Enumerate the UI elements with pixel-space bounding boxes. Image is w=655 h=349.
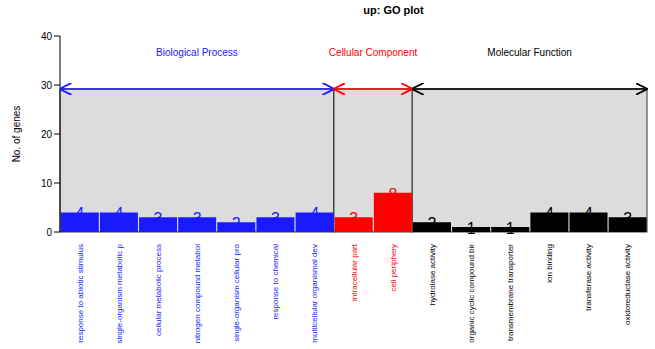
- svg-text:4: 4: [310, 205, 319, 222]
- svg-text:10: 10: [41, 178, 53, 189]
- svg-text:4: 4: [584, 205, 593, 222]
- svg-text:40: 40: [41, 31, 53, 42]
- svg-text:4: 4: [114, 205, 123, 222]
- svg-text:multicellular organismal dev: multicellular organismal dev: [310, 244, 319, 343]
- svg-text:4: 4: [75, 205, 84, 222]
- svg-text:ion binding: ion binding: [545, 244, 554, 283]
- svg-text:3: 3: [623, 210, 632, 227]
- svg-text:nitrogen compound metabol: nitrogen compound metabol: [193, 244, 202, 343]
- svg-text:hydrolase activity: hydrolase activity: [428, 244, 437, 305]
- svg-text:intracellular part: intracellular part: [350, 243, 359, 301]
- svg-text:8: 8: [388, 186, 397, 203]
- svg-text:transferase activity: transferase activity: [584, 244, 593, 311]
- svg-text:No. of genes: No. of genes: [11, 106, 22, 163]
- svg-text:cellular metabolic process: cellular metabolic process: [154, 244, 163, 336]
- svg-text:organic cyclic compound bir: organic cyclic compound bir: [467, 244, 476, 343]
- svg-text:3: 3: [154, 210, 163, 227]
- svg-text:cell periphery: cell periphery: [389, 244, 398, 292]
- svg-text:2: 2: [232, 215, 241, 232]
- svg-text:20: 20: [41, 129, 53, 140]
- svg-text:1: 1: [506, 220, 515, 237]
- svg-text:2: 2: [428, 215, 437, 232]
- svg-text:3: 3: [193, 210, 202, 227]
- svg-text:4: 4: [545, 205, 554, 222]
- svg-text:transmembrane transporter: transmembrane transporter: [506, 244, 515, 341]
- svg-text:3: 3: [271, 210, 280, 227]
- svg-text:response to abiotic stimulus: response to abiotic stimulus: [76, 244, 85, 343]
- svg-text:single-organism metabolic p: single-organism metabolic p: [115, 243, 124, 343]
- svg-text:1: 1: [467, 220, 476, 237]
- svg-text:single-organism cellular pro: single-organism cellular pro: [232, 243, 241, 341]
- svg-text:30: 30: [41, 80, 53, 91]
- svg-text:3: 3: [349, 210, 358, 227]
- svg-text:Cellular Component: Cellular Component: [329, 47, 418, 58]
- svg-text:Molecular Function: Molecular Function: [487, 47, 571, 58]
- svg-text:oxidoreductase activity: oxidoreductase activity: [623, 244, 632, 325]
- svg-text:up: GO plot: up: GO plot: [363, 4, 424, 16]
- svg-text:Biological Process: Biological Process: [156, 47, 238, 58]
- svg-text:0: 0: [46, 227, 52, 238]
- svg-text:response to chemical: response to chemical: [271, 244, 280, 320]
